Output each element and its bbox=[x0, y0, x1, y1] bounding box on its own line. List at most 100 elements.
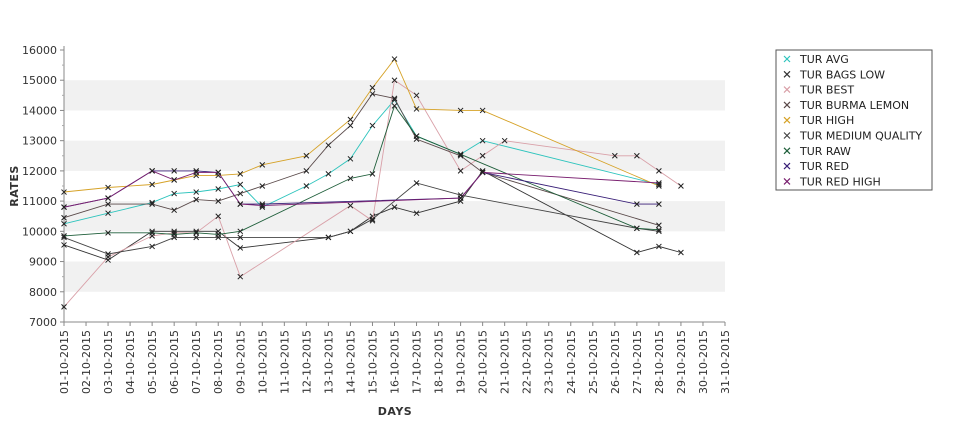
data-point bbox=[61, 214, 67, 221]
x-tick-label: 01-10-2015 bbox=[58, 330, 71, 394]
data-point bbox=[105, 195, 111, 201]
data-point bbox=[391, 56, 398, 62]
x-tick-label: 22-10-2015 bbox=[521, 330, 534, 394]
legend-marker bbox=[783, 147, 791, 155]
data-point bbox=[325, 234, 332, 241]
data-point bbox=[656, 201, 662, 207]
data-point bbox=[237, 181, 244, 188]
data-point bbox=[149, 229, 155, 236]
data-point bbox=[215, 231, 222, 238]
x-tick-label: 09-10-2015 bbox=[234, 330, 247, 394]
data-point bbox=[678, 249, 684, 256]
data-point bbox=[656, 226, 662, 233]
legend-marker bbox=[783, 101, 791, 109]
data-point bbox=[369, 122, 376, 129]
data-point bbox=[61, 189, 67, 195]
x-tick-label: 29-10-2015 bbox=[675, 330, 688, 394]
legend-entry: TUR BAGS LOW bbox=[799, 68, 885, 81]
y-tick-label: 16000 bbox=[22, 44, 57, 57]
x-tick-label: 19-10-2015 bbox=[455, 330, 468, 394]
x-tick-label: 28-10-2015 bbox=[653, 330, 666, 394]
legend-marker bbox=[783, 177, 791, 185]
x-tick-label: 11-10-2015 bbox=[278, 330, 291, 394]
data-point bbox=[105, 201, 111, 207]
grid-band bbox=[64, 261, 725, 292]
legend-entry: TUR BURMA LEMON bbox=[799, 99, 909, 112]
y-axis-title: RATES bbox=[8, 165, 21, 207]
legend-marker bbox=[783, 162, 791, 170]
series-line bbox=[63, 58, 660, 193]
data-point bbox=[457, 107, 464, 114]
data-point bbox=[479, 107, 486, 114]
y-tick-label: 12000 bbox=[22, 165, 57, 178]
data-point bbox=[193, 189, 200, 195]
data-point bbox=[61, 204, 67, 211]
x-tick-label: 26-10-2015 bbox=[609, 330, 622, 394]
x-tick-label: 18-10-2015 bbox=[433, 330, 446, 394]
x-tick-label: 24-10-2015 bbox=[565, 330, 578, 394]
data-point bbox=[457, 151, 464, 158]
data-point bbox=[611, 152, 618, 159]
data-point bbox=[347, 122, 354, 129]
data-point bbox=[634, 201, 640, 207]
legend-entry: TUR AVG bbox=[799, 53, 849, 66]
data-point bbox=[634, 152, 640, 159]
data-point bbox=[413, 92, 420, 99]
y-tick-label: 15000 bbox=[22, 74, 57, 87]
data-point bbox=[237, 228, 244, 235]
data-point bbox=[369, 217, 376, 224]
data-point bbox=[656, 180, 662, 186]
x-tick-label: 02-10-2015 bbox=[80, 330, 93, 394]
data-point bbox=[259, 161, 266, 168]
legend-entry: TUR RAW bbox=[799, 145, 851, 158]
data-point bbox=[656, 243, 662, 250]
data-point bbox=[303, 168, 310, 174]
y-tick-label: 7000 bbox=[29, 316, 57, 329]
legend-entry: TUR BEST bbox=[799, 84, 854, 97]
data-point bbox=[105, 251, 111, 257]
x-tick-label: 12-10-2015 bbox=[300, 330, 313, 394]
x-axis: 01-10-2015 02-10-2015 03-10-2015 04-10-2015… bbox=[58, 321, 732, 394]
legend-entry: TUR HIGH bbox=[799, 114, 854, 127]
x-tick-label: 21-10-2015 bbox=[499, 330, 512, 394]
data-point bbox=[369, 216, 376, 223]
series-5 bbox=[61, 180, 662, 257]
x-tick-label: 14-10-2015 bbox=[344, 330, 357, 394]
data-point bbox=[347, 175, 354, 182]
y-tick-label: 9000 bbox=[29, 256, 57, 269]
y-tick-label: 13000 bbox=[22, 135, 57, 148]
data-point bbox=[413, 106, 420, 112]
data-point bbox=[457, 168, 464, 174]
x-tick-label: 03-10-2015 bbox=[102, 330, 115, 394]
data-point bbox=[413, 210, 420, 217]
data-point bbox=[215, 198, 222, 204]
legend-entry: TUR RED bbox=[799, 160, 849, 173]
x-tick-label: 25-10-2015 bbox=[587, 330, 600, 394]
legend-marker bbox=[783, 116, 791, 124]
series-4 bbox=[61, 56, 662, 195]
data-point bbox=[149, 243, 155, 250]
data-point bbox=[391, 103, 398, 109]
data-point bbox=[413, 133, 420, 139]
data-point bbox=[193, 234, 200, 241]
data-point bbox=[149, 168, 155, 174]
data-point bbox=[369, 84, 376, 91]
data-point bbox=[171, 231, 178, 238]
data-point bbox=[171, 177, 178, 183]
data-point bbox=[479, 152, 486, 159]
x-tick-label: 20-10-2015 bbox=[477, 330, 490, 394]
data-point bbox=[149, 201, 155, 207]
legend-marker bbox=[783, 132, 791, 139]
legend-entry: TUR RED HIGH bbox=[799, 175, 881, 188]
data-point bbox=[501, 137, 508, 144]
data-point bbox=[325, 142, 332, 149]
data-point bbox=[347, 116, 354, 123]
data-point bbox=[413, 180, 420, 186]
series-line bbox=[63, 104, 659, 237]
data-point bbox=[105, 184, 111, 191]
x-tick-label: 08-10-2015 bbox=[212, 330, 225, 394]
series-line bbox=[63, 79, 682, 308]
data-point bbox=[259, 183, 266, 189]
data-point bbox=[303, 183, 310, 189]
